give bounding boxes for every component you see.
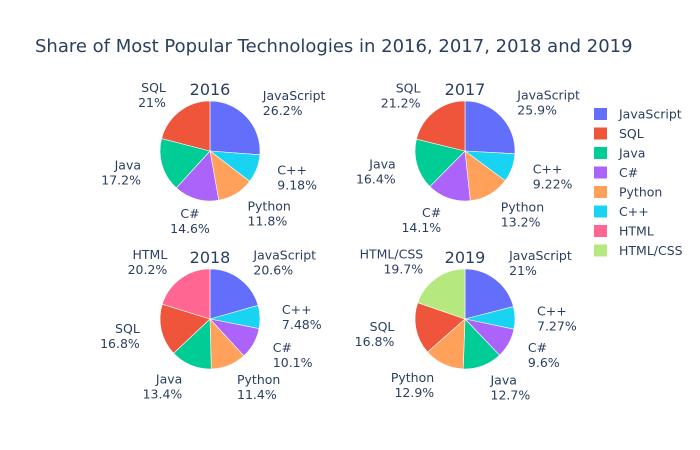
slice-2017-javascript[interactable] [464,100,516,155]
slice-2016-sql[interactable] [161,100,211,152]
legend-label-html-css: HTML/CSS [619,243,683,258]
pie-2017: JavaScript 25.9% C++ 9.22% Python 13.2% C# 14.1… [356,80,580,235]
slice-2019-html-css[interactable] [417,268,466,320]
slice-label-2017-sql: SQL 21.2% [381,80,421,110]
legend-swatch-html-css [594,244,607,257]
slice-label-2018-javascript: JavaScript 20.6% [252,248,316,278]
pie-title-2019: 2019 [445,248,486,267]
slice-label-2016-c-plus-plus: C++ 9.18% [277,163,317,193]
legend-swatch-html [594,225,607,237]
pie-2018: JavaScript 20.6% C++ 7.48% C# 10.1%Python 11.4… [100,247,322,402]
slice-label-2019-c-plus-plus: C++ 7.27% [537,303,577,333]
slice-label-2017-python: Python 13.2% [501,200,544,230]
slice-label-2019-html-css: HTML/CSS 19.7% [360,246,424,276]
slice-label-2018-sql: SQL 16.8% [100,321,140,351]
pies-group: JavaScript 26.2% C++ 9.18% Python 11.8% C# 14.6… [100,80,580,402]
legend-item-python[interactable]: Python [594,185,662,200]
slice-label-2016-python: Python 11.8% [248,199,291,229]
slice-label-2019-python: Python 12.9% [391,370,434,400]
legend-label-sql: SQL [619,126,644,141]
pie-2019: JavaScript 21% C++ 7.27% C# 9.6%Java 12.7% Pyth… [355,246,577,402]
slice-label-2018-c-plus-plus: C++ 7.48% [282,302,322,332]
legend-swatch-javascript [594,108,607,120]
slice-2016-java[interactable] [159,138,211,189]
pie-title-2017: 2017 [445,80,486,99]
slice-label-2017-c-sharp: C# 14.1% [401,205,441,235]
slice-2018-sql[interactable] [159,303,211,354]
slice-label-2017-java: Java 16.4% [356,157,396,187]
pie-title-2018: 2018 [190,248,231,267]
chart-title: Share of Most Popular Technologies in 20… [35,36,633,57]
legend-swatch-java [594,147,607,159]
slice-2019-javascript[interactable] [464,268,514,320]
slice-2019-sql[interactable] [414,302,466,353]
legend-swatch-c-sharp [594,166,607,179]
legend-label-java: Java [618,146,645,161]
slice-label-2016-javascript: JavaScript 26.2% [262,88,326,118]
legend-item-html[interactable]: HTML [594,224,654,239]
legend: JavaScript SQL Java C# Python C++ HTML HTML/CSS [594,107,683,258]
slice-label-2017-c-plus-plus: C++ 9.22% [533,161,573,191]
legend-item-javascript[interactable]: JavaScript [594,107,682,122]
slice-2018-javascript[interactable] [209,268,259,320]
legend-label-html: HTML [619,224,654,239]
slice-label-2019-java: Java 12.7% [490,372,531,402]
pie-2016: JavaScript 26.2% C++ 9.18% Python 11.8% C# 14.6… [101,80,325,236]
legend-item-html-css[interactable]: HTML/CSS [594,243,683,258]
slice-label-2018-java: Java 13.4% [143,371,183,401]
slice-2016-javascript[interactable] [209,100,261,156]
legend-label-javascript: JavaScript [618,107,682,122]
legend-swatch-python [594,186,607,198]
slice-label-2019-c-sharp: C# 9.6% [528,340,560,370]
legend-label-c-plus-plus: C++ [619,204,649,219]
legend-label-c-sharp: C# [619,165,638,180]
legend-item-c-sharp[interactable]: C# [594,165,638,180]
slice-label-2019-javascript: JavaScript 21% [508,248,572,278]
slice-2017-java[interactable] [414,138,466,187]
slice-label-2019-sql: SQL 16.8% [355,319,395,349]
legend-swatch-sql [594,127,607,140]
legend-item-sql[interactable]: SQL [594,126,644,141]
legend-swatch-c-plus-plus [594,205,607,218]
slice-2018-html[interactable] [161,268,211,320]
pie-title-2016: 2016 [190,80,231,99]
slice-2017-sql[interactable] [416,100,466,152]
slice-label-2018-python: Python 11.4% [237,372,280,402]
slice-label-2017-javascript: JavaScript 25.9% [516,88,580,118]
slice-label-2016-c-sharp: C# 14.6% [170,206,210,236]
legend-label-python: Python [619,185,662,200]
slice-label-2018-html: HTML 20.2% [128,247,168,277]
slice-label-2016-sql: SQL 21% [138,80,166,110]
slice-label-2016-java: Java 17.2% [101,158,141,188]
legend-item-java[interactable]: Java [594,146,645,161]
legend-item-c-plus-plus[interactable]: C++ [594,204,649,219]
slice-label-2018-c-sharp: C# 10.1% [273,340,313,370]
